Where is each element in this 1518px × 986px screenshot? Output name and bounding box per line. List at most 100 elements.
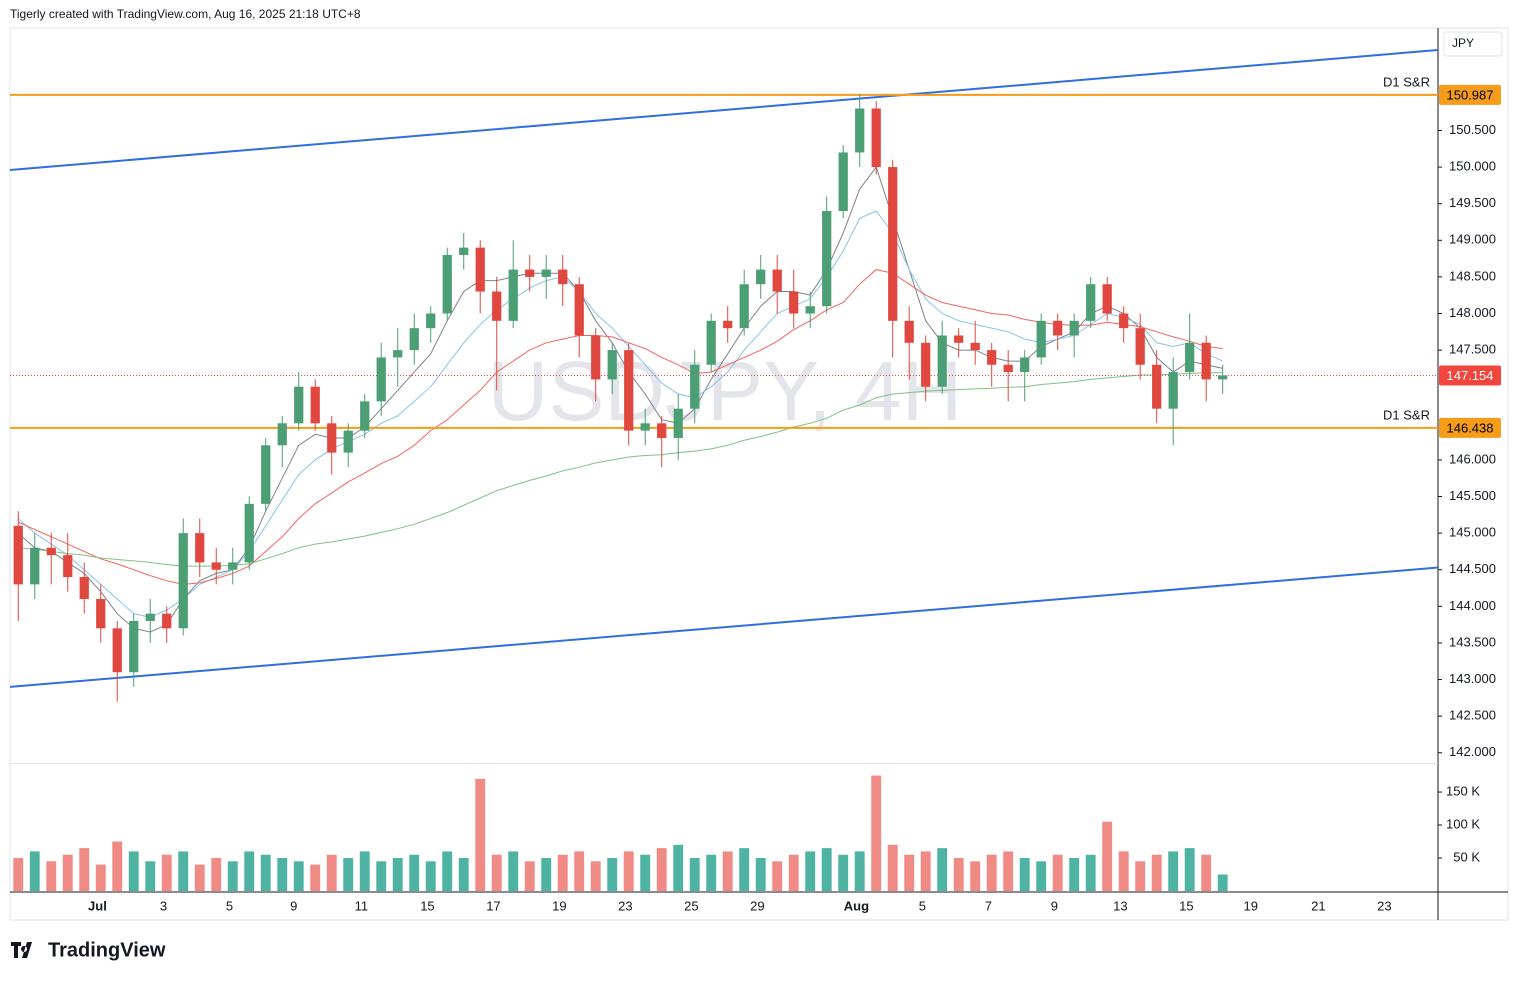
x-tick-label: 19 [552, 898, 566, 913]
candle-body [46, 547, 56, 556]
volume-bar [359, 851, 370, 891]
candle-body [1102, 284, 1112, 314]
y-tick-label: 145.000 [1449, 525, 1496, 540]
volume-bar [673, 844, 684, 891]
volume-bar [508, 851, 519, 891]
volume-bar [112, 841, 123, 891]
volume-bar [607, 858, 618, 891]
candle-body [195, 533, 205, 563]
volume-bar [62, 854, 73, 891]
volume-bar [1003, 851, 1014, 891]
candle-body [30, 547, 40, 585]
currency-button[interactable] [1443, 31, 1503, 57]
candle-body [277, 423, 287, 446]
x-tick-label: 5 [226, 898, 233, 913]
volume-bar [194, 864, 205, 891]
candle-body [459, 247, 469, 255]
level-label: D1 S&R [1383, 74, 1430, 89]
volume-bar [1085, 854, 1096, 891]
volume-bar [805, 851, 816, 891]
level-tag-text: 150.987 [1447, 87, 1494, 102]
candle-body [954, 335, 964, 343]
candle-body [937, 335, 947, 387]
volume-bar [1217, 874, 1228, 891]
candle-body [1168, 372, 1178, 409]
candle-body [96, 599, 106, 629]
candle-body [822, 211, 832, 307]
volume-bar [1052, 854, 1063, 891]
volume-bar [706, 854, 717, 891]
candle-body [79, 577, 89, 600]
volume-bar [590, 861, 601, 891]
volume-tick-label: 50 K [1453, 849, 1480, 864]
volume-bar [260, 854, 271, 891]
y-tick-label: 148.500 [1449, 268, 1496, 283]
y-tick-label: 148.000 [1449, 305, 1496, 320]
volume-bar [310, 864, 321, 891]
y-tick-label: 143.500 [1449, 634, 1496, 649]
volume-bar [13, 858, 24, 891]
y-tick-label: 147.500 [1449, 342, 1496, 357]
x-tick-label: 7 [985, 898, 992, 913]
volume-bar [425, 861, 436, 891]
x-tick-label: 5 [919, 898, 926, 913]
volume-bar [854, 851, 865, 891]
level-tag [1439, 417, 1501, 438]
candle-body [591, 335, 601, 380]
candle-body [756, 269, 766, 285]
x-tick-label: 3 [160, 898, 167, 913]
volume-bar [491, 854, 502, 891]
volume-bar [1201, 854, 1212, 891]
last-price-text: 147.154 [1447, 368, 1494, 383]
volume-bar [475, 778, 486, 891]
candle-body [1020, 357, 1030, 373]
x-tick-label: 15 [420, 898, 434, 913]
candle-body [376, 357, 386, 402]
candle-body [178, 533, 188, 629]
volume-bar [986, 854, 997, 891]
volume-bar [376, 861, 387, 891]
candle-body [970, 342, 980, 351]
volume-bar [343, 858, 354, 891]
candle-body [607, 350, 617, 380]
volume-bar [920, 851, 931, 891]
volume-bar [211, 858, 222, 891]
candle-body [1135, 328, 1145, 365]
candle-body [145, 613, 155, 621]
volume-bar [755, 858, 766, 891]
volume-tick-label: 100 K [1446, 816, 1480, 831]
volume-bar [326, 854, 337, 891]
logo-text: TradingView [48, 939, 166, 961]
x-tick-label: 9 [1051, 898, 1058, 913]
candle-body [492, 291, 502, 321]
y-tick-label: 144.500 [1449, 561, 1496, 576]
level-tag [1439, 84, 1501, 105]
candle-body [987, 350, 997, 365]
moving-average [17, 269, 1223, 585]
volume-bar [821, 848, 832, 891]
trendline [9, 566, 1439, 688]
volume-bar [557, 854, 568, 891]
candle-body [789, 291, 799, 314]
candle-body [690, 364, 700, 409]
trendline [9, 48, 1439, 172]
volume-bar [772, 861, 783, 891]
candle-body [327, 423, 337, 453]
candle-body [1069, 320, 1079, 336]
chart-frame [9, 27, 1509, 921]
y-tick-label: 150.500 [1449, 122, 1496, 137]
volume-bar [1118, 851, 1129, 891]
y-tick-label: 143.000 [1449, 671, 1496, 686]
candle-body [673, 408, 683, 438]
volume-tick-label: 150 K [1446, 783, 1480, 798]
candle-body [1053, 320, 1063, 336]
candle-body [1152, 364, 1162, 409]
candle-body [1119, 313, 1129, 329]
candle-body [525, 269, 535, 277]
currency[interactable]: JPY [1452, 36, 1474, 50]
candle-body [475, 247, 485, 292]
x-tick-label: 13 [1113, 898, 1127, 913]
y-tick-label: 142.000 [1449, 744, 1496, 759]
logo-icon [11, 942, 32, 958]
